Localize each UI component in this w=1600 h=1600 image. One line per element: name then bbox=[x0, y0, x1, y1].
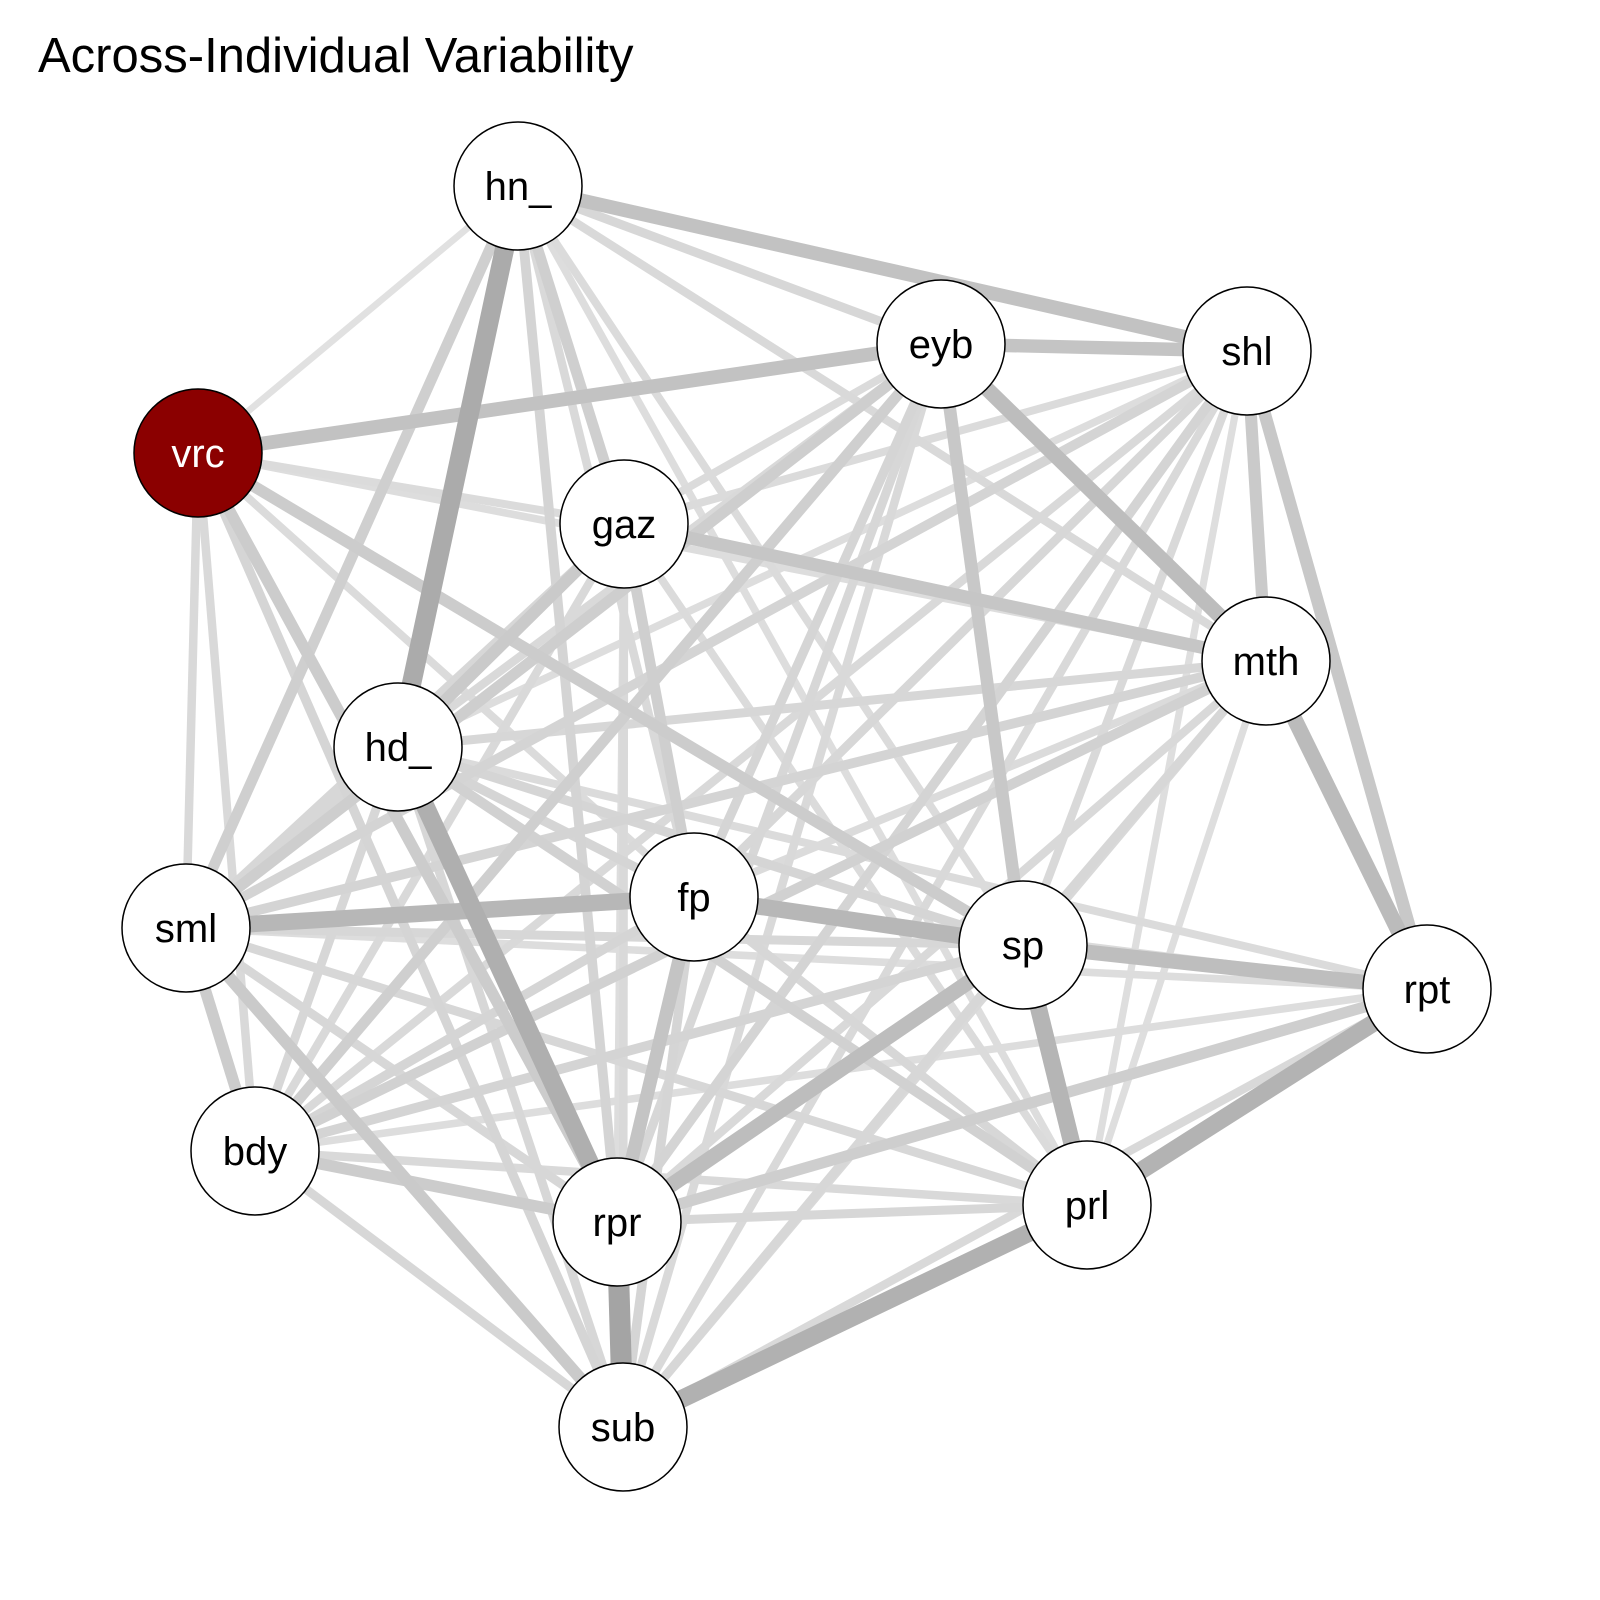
node-mth-label: mth bbox=[1233, 640, 1300, 684]
edge-hn_-hd_ bbox=[388, 183, 528, 750]
node-hn_: hn_ bbox=[453, 121, 583, 251]
node-bdy: bdy bbox=[190, 1086, 320, 1216]
edge-hd_-bdy bbox=[250, 745, 403, 1153]
node-eyb-label: eyb bbox=[909, 323, 974, 367]
edge-sml-shl bbox=[183, 346, 1250, 933]
edge-eyb-mth bbox=[935, 338, 1272, 667]
node-gaz: gaz bbox=[559, 459, 689, 589]
edge-sml-fp bbox=[185, 888, 695, 937]
edge-shl-rpt bbox=[1240, 349, 1434, 991]
node-rpt: rpt bbox=[1362, 924, 1492, 1054]
edge-shl-rpr bbox=[613, 348, 1251, 1225]
node-prl: prl bbox=[1022, 1140, 1152, 1270]
edge-fp-prl bbox=[691, 893, 1090, 1209]
node-mth: mth bbox=[1201, 596, 1331, 726]
edge-vrc-hn_ bbox=[195, 183, 521, 456]
node-hd_-circle bbox=[333, 682, 463, 812]
node-fp-circle bbox=[629, 832, 759, 962]
edge-hn_-mth bbox=[515, 182, 1269, 665]
edge-shl-hd_ bbox=[396, 347, 1249, 751]
edge-sml-prl bbox=[184, 923, 1089, 1210]
edge-sml-sp bbox=[185, 923, 1024, 950]
node-sp-label: sp bbox=[1002, 924, 1044, 968]
node-hn_-label: hn_ bbox=[485, 165, 552, 209]
edge-sml-mth bbox=[184, 656, 1268, 933]
node-eyb-circle bbox=[876, 279, 1006, 409]
edge-gaz-mth bbox=[622, 517, 1268, 668]
edge-hd_-prl bbox=[395, 742, 1090, 1210]
edge-mth-hd_ bbox=[397, 656, 1267, 752]
edge-sp-rpr bbox=[612, 938, 1028, 1229]
node-shl-circle bbox=[1182, 286, 1312, 416]
edge-hd_-rpr bbox=[389, 743, 626, 1226]
node-sml: sml bbox=[121, 863, 251, 993]
nodes-layer: hn_eyb shl vrc gaz mth hd_fp sml sp rpt bdy rpr prl… bbox=[121, 121, 1492, 1492]
node-vrc-circle bbox=[133, 388, 263, 518]
edge-vrc-sml bbox=[181, 452, 203, 929]
node-rpr: rpr bbox=[552, 1157, 682, 1287]
node-sub-label: sub bbox=[591, 1406, 656, 1450]
edge-fp-bdy bbox=[252, 892, 697, 1156]
edge-bdy-sub bbox=[252, 1147, 626, 1431]
edge-hn_-prl bbox=[514, 184, 1091, 1207]
diagram-title: Across-Individual Variability bbox=[38, 29, 634, 83]
edge-eyb-bdy bbox=[250, 340, 946, 1155]
node-sml-label: sml bbox=[155, 907, 217, 951]
edge-rpr-prl bbox=[616, 1200, 1088, 1227]
node-vrc-label: vrc bbox=[171, 432, 224, 476]
node-hd_: hd_ bbox=[333, 682, 463, 812]
edge-rpr-rpt bbox=[615, 983, 1429, 1228]
edge-hn_-shl bbox=[516, 179, 1249, 358]
edges-layer bbox=[180, 179, 1435, 1436]
node-sub-circle bbox=[558, 1362, 688, 1492]
node-hn_-circle bbox=[453, 121, 583, 251]
node-shl: shl bbox=[1182, 286, 1312, 416]
node-vrc: vrc bbox=[133, 388, 263, 518]
node-gaz-label: gaz bbox=[592, 503, 657, 547]
node-gaz-circle bbox=[559, 459, 689, 589]
edge-vrc-sub bbox=[193, 451, 628, 1429]
edge-shl-sp bbox=[1019, 349, 1251, 947]
edge-hn_-sml bbox=[181, 183, 523, 931]
edge-sml-eyb bbox=[182, 339, 945, 933]
node-eyb: eyb bbox=[876, 279, 1006, 409]
node-shl-label: shl bbox=[1221, 330, 1272, 374]
edge-sp-rpt bbox=[1022, 937, 1428, 997]
edge-hn_-eyb bbox=[516, 181, 943, 349]
edge-eyb-fp bbox=[689, 342, 946, 899]
node-prl-label: prl bbox=[1065, 1184, 1109, 1228]
node-rpr-circle bbox=[552, 1157, 682, 1287]
node-sp-circle bbox=[958, 880, 1088, 1010]
edge-shl-gaz bbox=[622, 347, 1249, 528]
node-sml-circle bbox=[121, 863, 251, 993]
node-fp-label: fp bbox=[677, 876, 710, 920]
edge-vrc-rpr bbox=[192, 450, 623, 1225]
node-fp: fp bbox=[629, 832, 759, 962]
edge-eyb-sp bbox=[934, 343, 1030, 946]
edge-sp-bdy bbox=[253, 940, 1025, 1156]
node-rpt-circle bbox=[1362, 924, 1492, 1054]
node-rpt-label: rpt bbox=[1404, 968, 1451, 1012]
edge-vrc-bdy bbox=[193, 452, 260, 1152]
edge-vrc-sp bbox=[195, 448, 1026, 950]
node-sub: sub bbox=[558, 1362, 688, 1492]
edge-sp-sub bbox=[619, 942, 1027, 1430]
edge-prl-rpt bbox=[1082, 981, 1432, 1213]
node-mth-circle bbox=[1201, 596, 1331, 726]
edge-hn_-rpr bbox=[513, 185, 622, 1223]
node-prl-circle bbox=[1022, 1140, 1152, 1270]
node-bdy-label: bdy bbox=[223, 1130, 288, 1174]
edge-vrc-eyb bbox=[196, 337, 943, 460]
node-hd_-label: hd_ bbox=[365, 726, 432, 770]
edge-sub-prl bbox=[619, 1196, 1091, 1436]
node-bdy-circle bbox=[190, 1086, 320, 1216]
node-rpr-label: rpr bbox=[593, 1201, 642, 1245]
edge-sml-sub bbox=[181, 924, 628, 1431]
node-sp: sp bbox=[958, 880, 1088, 1010]
